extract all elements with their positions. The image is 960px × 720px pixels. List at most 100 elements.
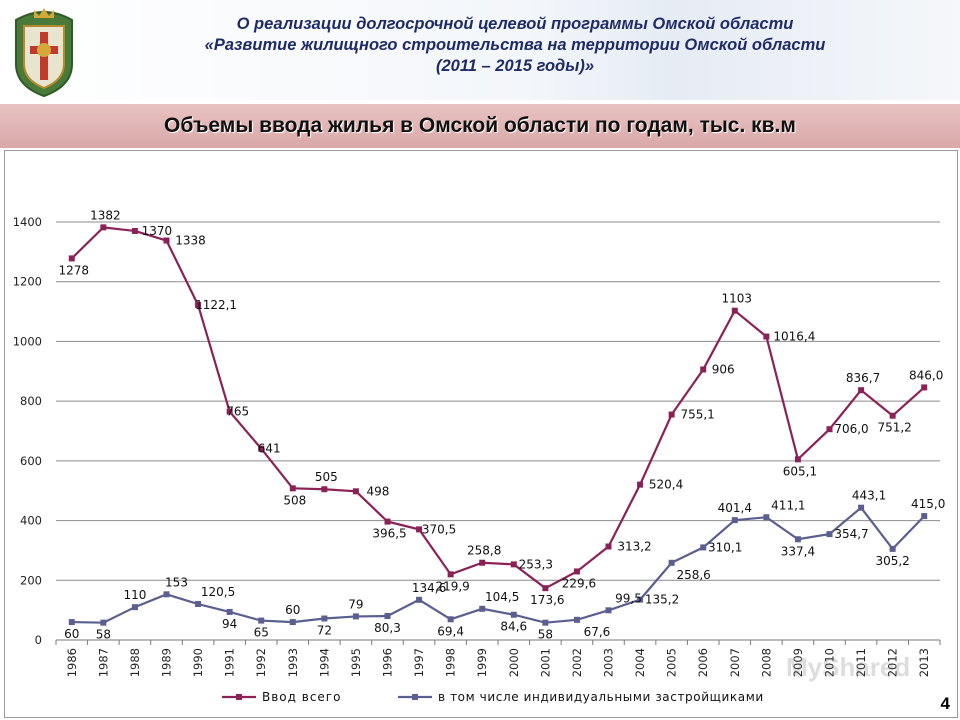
- legend-marker-individual: [412, 694, 418, 700]
- data-label: 72: [317, 624, 332, 638]
- data-label: 1122,1: [195, 298, 237, 312]
- series-individual-line: [71, 506, 926, 624]
- data-point: [479, 605, 486, 612]
- data-point: [637, 596, 644, 603]
- x-tick-label: 2013: [917, 648, 931, 677]
- x-tick-label: 1999: [475, 648, 489, 677]
- data-point: [542, 585, 549, 592]
- data-label: 310,1: [708, 540, 742, 554]
- slide-header: О реализации долгосрочной целевой програ…: [0, 0, 960, 100]
- data-point: [858, 504, 865, 511]
- data-point: [605, 607, 612, 614]
- data-label: 751,2: [877, 421, 911, 435]
- data-label: 134,6: [412, 581, 446, 595]
- x-tick-label: 2002: [570, 648, 584, 677]
- x-tick-label: 2011: [854, 648, 868, 677]
- data-point: [731, 307, 738, 314]
- data-point: [68, 255, 75, 262]
- data-label: 110: [123, 588, 146, 602]
- data-label: 99,5: [615, 591, 642, 605]
- x-tick-label: 1995: [349, 648, 363, 677]
- data-point: [605, 543, 612, 550]
- data-point: [226, 608, 233, 615]
- data-label: 1382: [90, 208, 121, 222]
- data-label: 104,5: [485, 590, 519, 604]
- data-label: 135,2: [645, 593, 679, 607]
- data-label: 67,6: [584, 625, 611, 639]
- x-tick-label: 1991: [223, 648, 237, 677]
- data-label: 498: [366, 484, 389, 498]
- data-point: [542, 619, 549, 626]
- data-point: [700, 544, 707, 551]
- x-tick-label: 1996: [381, 648, 395, 677]
- data-label: 415,0: [911, 497, 945, 511]
- data-point: [352, 488, 359, 495]
- x-tick-label: 1993: [286, 648, 300, 677]
- x-tick-label: 2009: [791, 648, 805, 677]
- data-point: [921, 513, 928, 520]
- data-point: [447, 571, 454, 578]
- x-tick-label: 1998: [444, 648, 458, 677]
- data-label: 79: [348, 597, 363, 611]
- data-label: 706,0: [834, 422, 868, 436]
- x-tick-label: 2007: [728, 648, 742, 677]
- data-label: 60: [285, 603, 300, 617]
- x-tick-label: 1992: [254, 648, 268, 677]
- y-tick-label: 400: [20, 514, 42, 528]
- data-label: 94: [222, 617, 237, 631]
- data-label: 1338: [175, 234, 206, 248]
- data-label: 153: [165, 575, 188, 589]
- data-label: 219,9: [435, 579, 469, 593]
- omsk-coat-of-arms-icon: [15, 8, 73, 98]
- data-label: 401,4: [718, 501, 752, 515]
- x-tick-label: 1986: [65, 648, 79, 677]
- data-point: [163, 237, 170, 244]
- y-tick-label: 1200: [13, 275, 42, 289]
- data-label: 258,8: [467, 544, 501, 558]
- data-point: [321, 486, 328, 493]
- legend-marker-total: [236, 694, 242, 700]
- x-tick-label: 2005: [665, 648, 679, 677]
- x-tick-label: 1989: [160, 648, 174, 677]
- data-point: [352, 613, 359, 620]
- y-tick-label: 200: [20, 573, 42, 587]
- data-label: 120,5: [201, 585, 235, 599]
- data-point: [384, 613, 391, 620]
- x-tick-label: 2000: [507, 648, 521, 677]
- data-label: 58: [96, 628, 111, 642]
- data-point: [416, 596, 423, 603]
- data-point: [763, 333, 770, 340]
- x-tick-label: 1988: [128, 648, 142, 677]
- data-point: [731, 517, 738, 524]
- x-tick-label: 1987: [96, 648, 110, 677]
- data-point: [68, 619, 75, 626]
- data-point: [100, 619, 107, 626]
- data-label: 1016,4: [773, 330, 815, 344]
- chart-frame: [4, 150, 958, 718]
- data-label: 396,5: [372, 527, 406, 541]
- data-label: 836,7: [846, 371, 880, 385]
- data-label: 641: [258, 442, 281, 456]
- header-line-3: (2011 – 2015 годы)»: [435, 57, 595, 75]
- data-label: 313,2: [617, 539, 651, 553]
- data-point: [794, 536, 801, 543]
- y-tick-label: 1400: [13, 215, 42, 229]
- header-line-1: О реализации долгосрочной целевой програ…: [236, 15, 794, 33]
- data-label: 755,1: [680, 408, 714, 422]
- data-point: [479, 559, 486, 566]
- data-label: 765: [226, 405, 249, 419]
- data-point: [163, 591, 170, 598]
- data-point: [384, 518, 391, 525]
- data-point: [921, 384, 928, 391]
- data-point: [447, 616, 454, 623]
- y-tick-label: 600: [20, 454, 42, 468]
- x-tick-label: 2004: [633, 648, 647, 677]
- data-label: 1103: [722, 292, 753, 306]
- x-tick-label: 1997: [412, 648, 426, 677]
- data-label: 846,0: [909, 368, 943, 382]
- data-label: 505: [315, 470, 338, 484]
- data-point: [226, 408, 233, 415]
- data-point: [510, 561, 517, 568]
- y-tick-label: 0: [35, 633, 42, 647]
